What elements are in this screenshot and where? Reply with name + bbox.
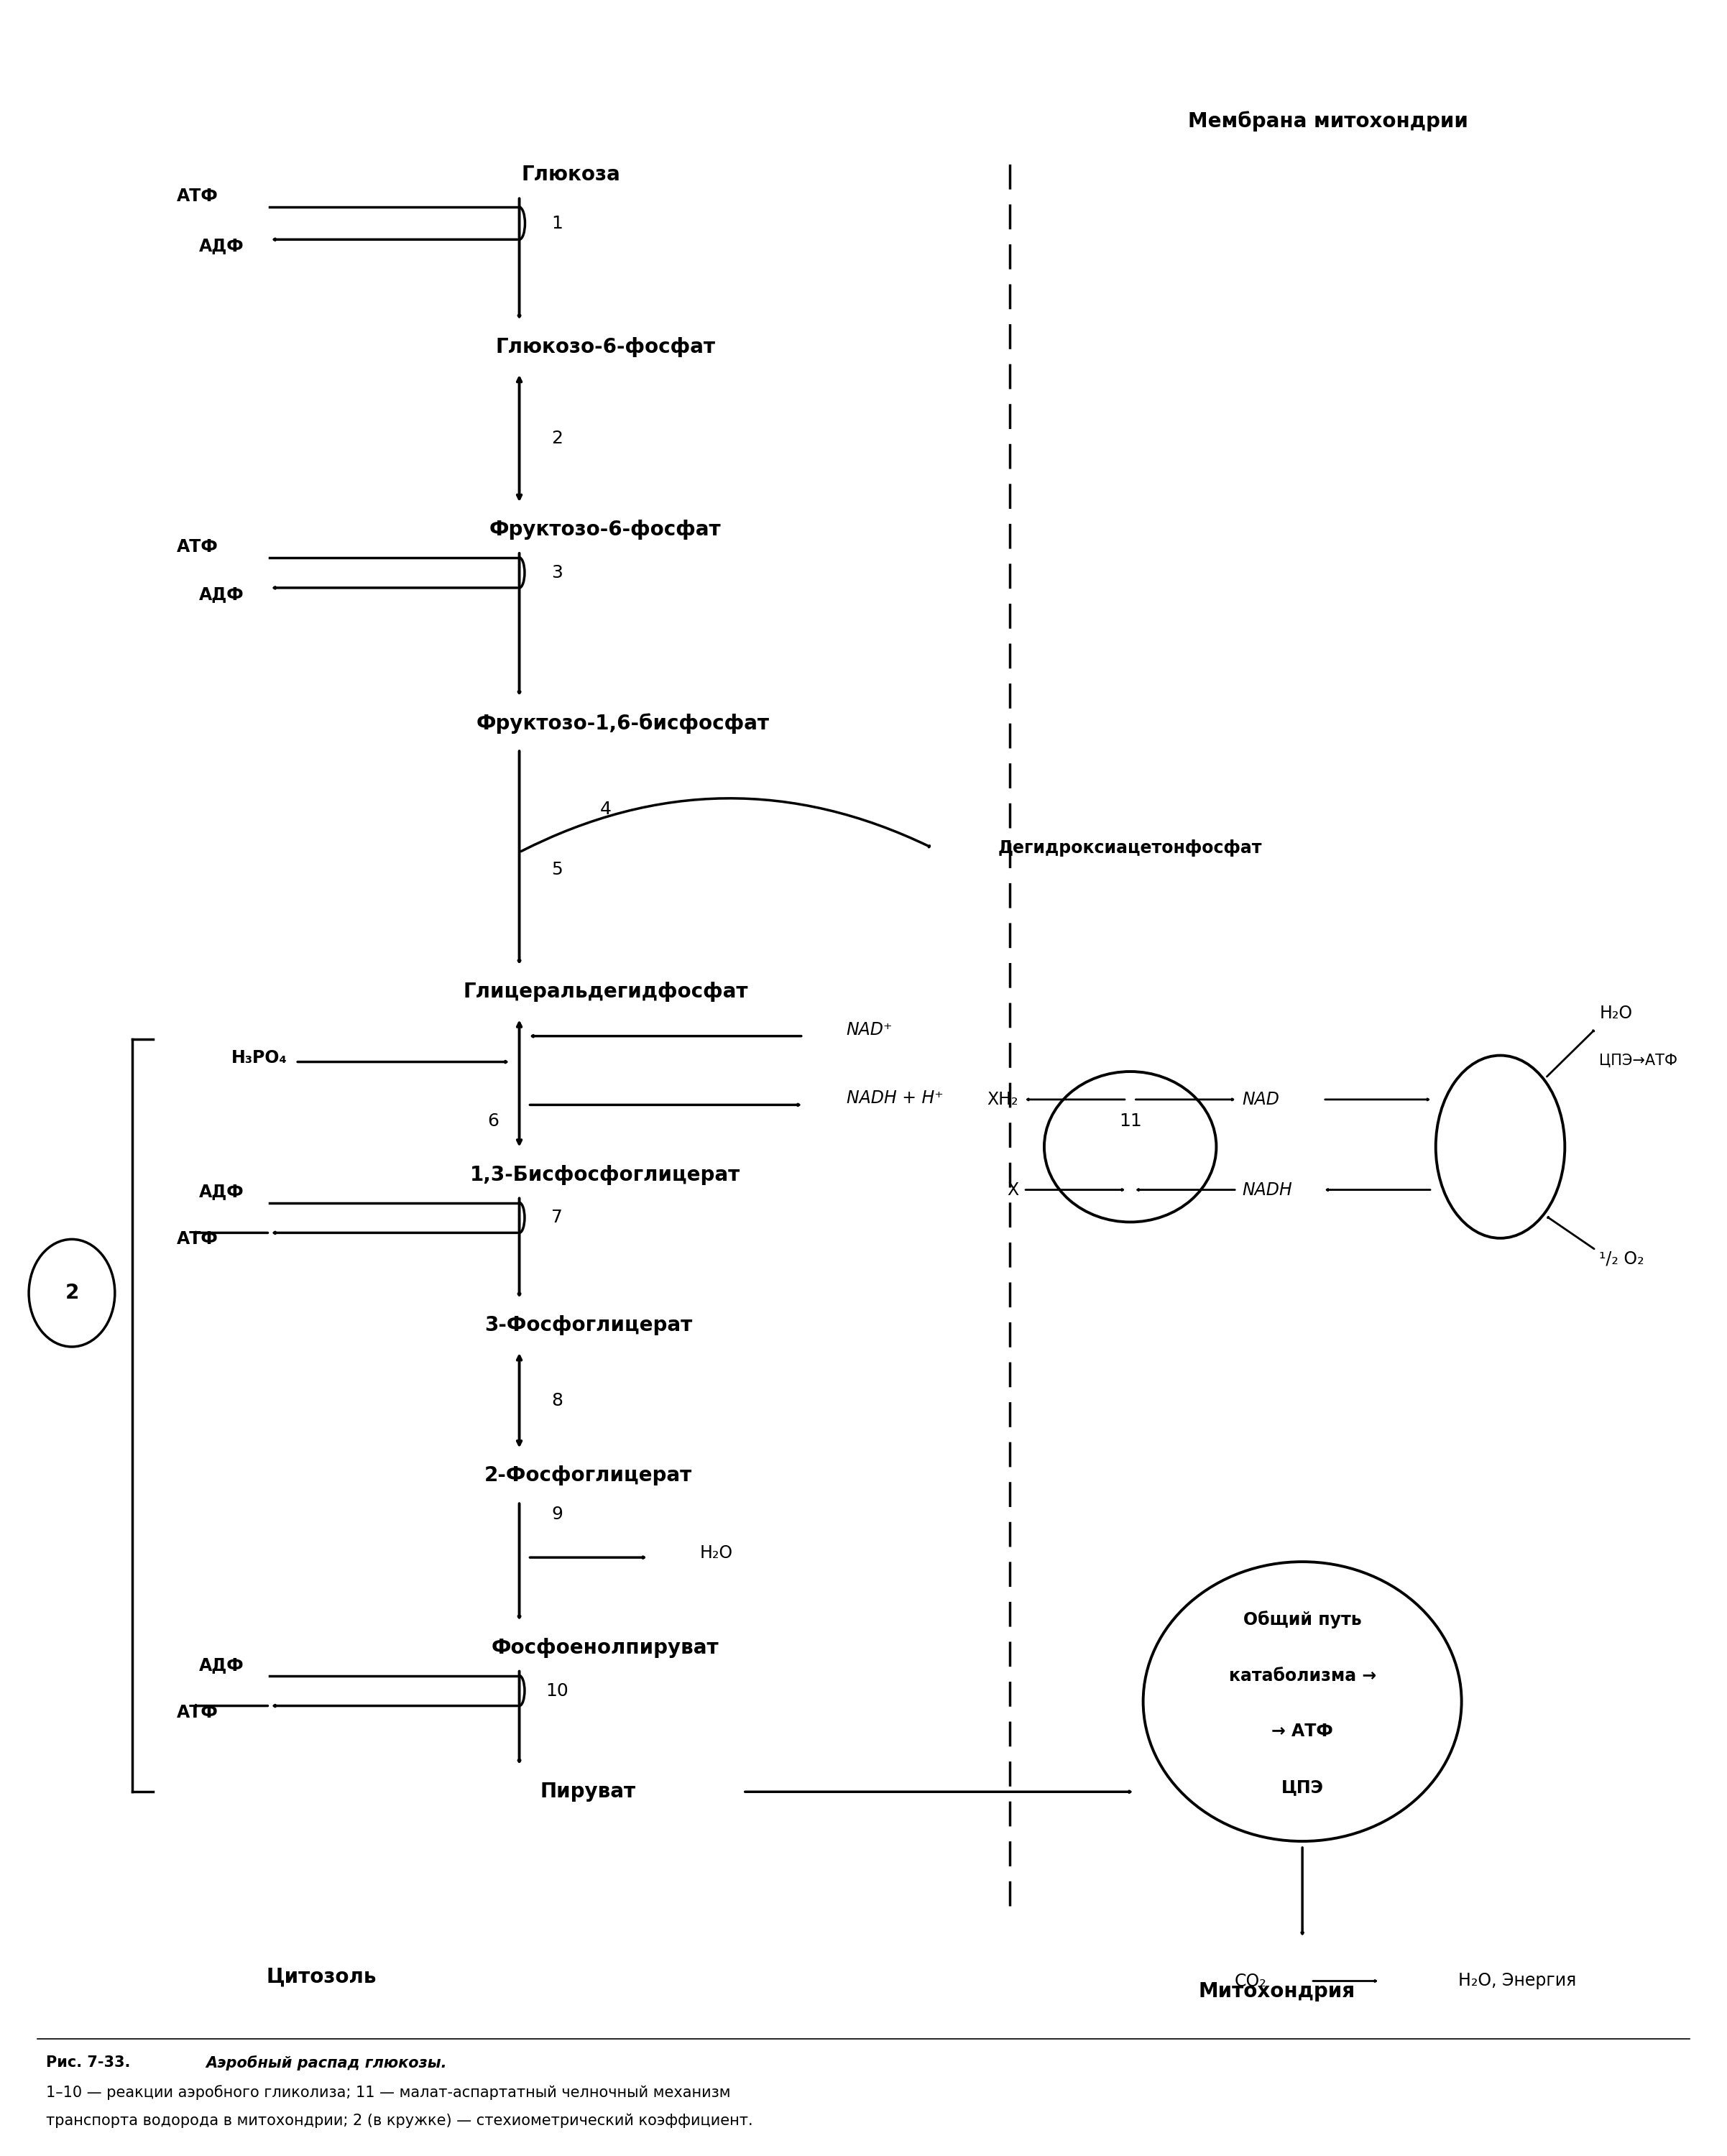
Text: 3-Фосфоглицерат: 3-Фосфоглицерат [484, 1315, 693, 1335]
Text: 1,3-Бисфосфоглицерат: 1,3-Бисфосфоглицерат [470, 1164, 741, 1186]
Text: катаболизма →: катаболизма → [1228, 1667, 1376, 1684]
Text: Глицеральдегидфосфат: Глицеральдегидфосфат [463, 981, 748, 1003]
Text: X: X [1007, 1181, 1019, 1199]
Text: АТФ: АТФ [176, 1231, 218, 1248]
Text: АДФ: АДФ [199, 1656, 244, 1673]
Text: 6: 6 [487, 1112, 499, 1130]
Text: Фосфоенолпируват: Фосфоенолпируват [492, 1639, 718, 1658]
Text: H₂O: H₂O [1599, 1005, 1632, 1022]
Text: Фруктозо-1,6-бисфосфат: Фруктозо-1,6-бисфосфат [477, 714, 769, 733]
Text: АТФ: АТФ [176, 188, 218, 205]
Text: 7: 7 [551, 1210, 563, 1227]
Text: 2-Фосфоглицерат: 2-Фосфоглицерат [484, 1466, 693, 1485]
Text: 1–10 — реакции аэробного гликолиза; 11 — малат-аспартатный челночный механизм: 1–10 — реакции аэробного гликолиза; 11 —… [47, 2085, 731, 2100]
Text: АДФ: АДФ [199, 237, 244, 254]
Text: Глюкозо-6-фосфат: Глюкозо-6-фосфат [496, 336, 715, 358]
Text: Дегидроксиацетонфосфат: Дегидроксиацетонфосфат [998, 839, 1262, 856]
Text: Фруктозо-6-фосфат: Фруктозо-6-фосфат [489, 520, 722, 539]
Text: Цитозоль: Цитозоль [266, 1966, 376, 1988]
Text: NADH: NADH [1242, 1181, 1292, 1199]
Text: 2: 2 [66, 1283, 79, 1302]
Text: ЦПЭ: ЦПЭ [1281, 1779, 1323, 1796]
Text: 4: 4 [599, 800, 611, 817]
Text: 3: 3 [551, 565, 563, 582]
Text: NAD: NAD [1242, 1091, 1280, 1108]
Text: 5: 5 [551, 860, 563, 877]
Text: XH₂: XH₂ [988, 1091, 1019, 1108]
Text: Н₃РО₄: Н₃РО₄ [231, 1050, 287, 1067]
Text: Глюкоза: Глюкоза [522, 164, 620, 185]
Text: 10: 10 [546, 1682, 568, 1699]
Text: 1: 1 [551, 216, 563, 233]
Text: ЦПЭ→АТФ: ЦПЭ→АТФ [1599, 1054, 1677, 1067]
Text: АДФ: АДФ [199, 1184, 244, 1201]
Text: Митохондрия: Митохондрия [1199, 1981, 1356, 2001]
Text: NADH + H⁺: NADH + H⁺ [846, 1089, 943, 1106]
Text: Общий путь: Общий путь [1243, 1611, 1361, 1628]
Text: Мембрана митохондрии: Мембрана митохондрии [1188, 110, 1468, 132]
Text: 9: 9 [551, 1505, 563, 1522]
Text: Рис. 7-33.: Рис. 7-33. [47, 2055, 130, 2070]
Text: → АТФ: → АТФ [1271, 1723, 1333, 1740]
Text: 11: 11 [1119, 1112, 1142, 1130]
Text: АТФ: АТФ [176, 539, 218, 556]
Text: NAD⁺: NAD⁺ [846, 1022, 893, 1039]
Text: CO₂: CO₂ [1235, 1973, 1268, 1990]
Text: транспорта водорода в митохондрии; 2 (в кружке) — стехиометрический коэффициент.: транспорта водорода в митохондрии; 2 (в … [47, 2113, 753, 2128]
Text: ¹/₂ O₂: ¹/₂ O₂ [1599, 1250, 1644, 1268]
Text: 2: 2 [551, 429, 563, 446]
Text: Пируват: Пируват [541, 1781, 636, 1802]
Text: АДФ: АДФ [199, 586, 244, 604]
Text: 8: 8 [551, 1393, 563, 1410]
Text: АТФ: АТФ [176, 1703, 218, 1720]
Text: Аэробный распад глюкозы.: Аэробный распад глюкозы. [206, 2055, 447, 2070]
Text: H₂O: H₂O [699, 1544, 734, 1561]
Text: H₂O, Энергия: H₂O, Энергия [1459, 1973, 1577, 1990]
